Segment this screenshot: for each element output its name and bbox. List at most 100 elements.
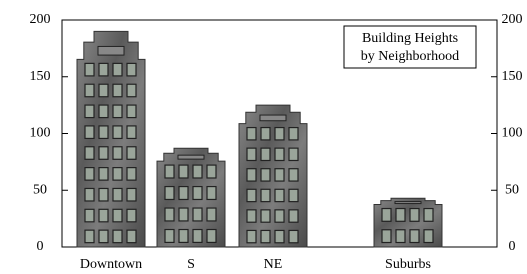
x-tick-label: Downtown: [80, 257, 142, 272]
window: [99, 209, 108, 222]
window: [113, 63, 122, 76]
window: [289, 210, 298, 222]
window: [424, 230, 433, 243]
window: [247, 189, 256, 201]
window: [261, 148, 270, 160]
y2-tick-label: 150: [502, 69, 523, 84]
window: [410, 230, 419, 243]
window: [127, 209, 136, 222]
window: [207, 187, 216, 200]
window: [179, 230, 188, 243]
window: [85, 168, 94, 181]
window: [113, 188, 122, 201]
window: [179, 165, 188, 178]
window: [85, 63, 94, 76]
window: [247, 148, 256, 160]
window: [127, 230, 136, 243]
window: [179, 208, 188, 221]
window: [99, 230, 108, 243]
window: [289, 169, 298, 181]
window: [113, 126, 122, 139]
y2-tick-label: 200: [502, 12, 523, 27]
window: [261, 169, 270, 181]
window: [396, 209, 405, 222]
window: [247, 128, 256, 140]
chart: Building Heights by Neighborhood 0 0 50 50 1…: [0, 0, 527, 274]
y2-tick-label: 100: [502, 126, 523, 141]
window: [275, 169, 284, 181]
window: [261, 128, 270, 140]
window: [260, 115, 286, 121]
window: [275, 189, 284, 201]
window: [113, 84, 122, 97]
window: [275, 230, 284, 242]
window: [113, 168, 122, 181]
window: [179, 187, 188, 200]
chart-title: by Neighborhood: [361, 49, 459, 64]
window: [99, 63, 108, 76]
x-tick-label: Suburbs: [385, 257, 431, 272]
window: [395, 202, 421, 204]
window: [207, 165, 216, 178]
window: [85, 147, 94, 160]
window: [127, 105, 136, 118]
window: [127, 126, 136, 139]
window: [127, 188, 136, 201]
x-tick-label: NE: [264, 257, 283, 272]
window: [424, 209, 433, 222]
x-tick-label: S: [187, 257, 195, 272]
window: [275, 148, 284, 160]
window: [165, 187, 174, 200]
window: [289, 148, 298, 160]
window: [275, 128, 284, 140]
window: [165, 208, 174, 221]
chart-title: Building Heights: [362, 31, 458, 46]
window: [113, 209, 122, 222]
window: [99, 105, 108, 118]
window: [165, 230, 174, 243]
window: [98, 46, 124, 55]
window: [113, 147, 122, 160]
window: [261, 230, 270, 242]
window: [193, 165, 202, 178]
window: [410, 209, 419, 222]
window: [165, 165, 174, 178]
window: [99, 168, 108, 181]
window: [99, 126, 108, 139]
window: [207, 230, 216, 243]
window: [85, 84, 94, 97]
window: [193, 187, 202, 200]
window: [193, 208, 202, 221]
window: [289, 230, 298, 242]
window: [193, 230, 202, 243]
window: [207, 208, 216, 221]
window: [85, 230, 94, 243]
window: [85, 126, 94, 139]
window: [127, 168, 136, 181]
window: [289, 128, 298, 140]
window: [261, 210, 270, 222]
window: [127, 84, 136, 97]
window: [85, 209, 94, 222]
y-tick-label: 100: [30, 126, 51, 141]
window: [289, 189, 298, 201]
window: [247, 210, 256, 222]
window: [127, 147, 136, 160]
y-tick-label: 0: [37, 239, 44, 254]
window: [247, 230, 256, 242]
window: [127, 63, 136, 76]
window: [382, 230, 391, 243]
window: [99, 84, 108, 97]
window: [396, 230, 405, 243]
window: [99, 147, 108, 160]
window: [99, 188, 108, 201]
window: [113, 230, 122, 243]
window: [382, 209, 391, 222]
window: [275, 210, 284, 222]
y2-tick-label: 50: [505, 182, 519, 197]
y2-tick-label: 0: [509, 239, 516, 254]
window: [113, 105, 122, 118]
y-tick-label: 200: [30, 12, 51, 27]
y-tick-label: 50: [33, 182, 47, 197]
window: [85, 188, 94, 201]
